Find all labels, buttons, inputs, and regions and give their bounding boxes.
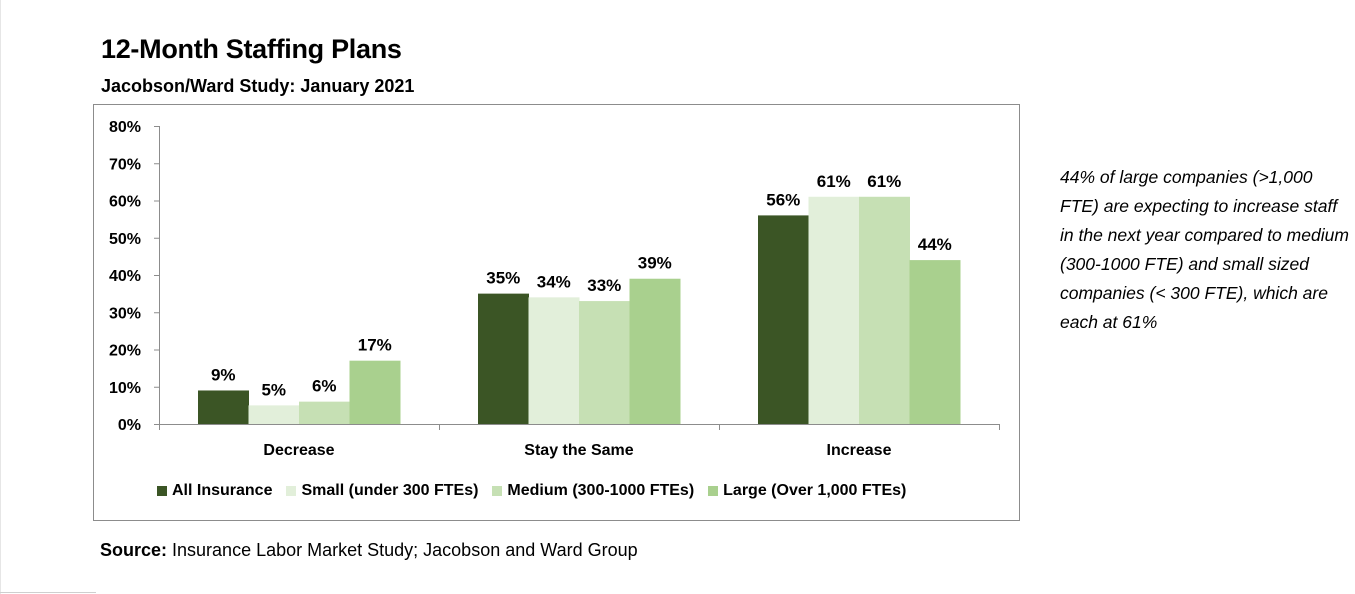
- source-label: Source:: [100, 540, 168, 560]
- bar: [859, 196, 910, 424]
- data-label: 5%: [261, 380, 286, 399]
- data-label: 35%: [486, 269, 520, 288]
- y-tick-label: 80%: [109, 119, 141, 136]
- bar: [808, 196, 860, 424]
- data-label: 39%: [638, 254, 672, 273]
- data-label: 34%: [537, 272, 571, 291]
- y-tick-label: 10%: [109, 380, 141, 397]
- page-edge-bottom: [0, 592, 96, 593]
- legend-item: Large (Over 1,000 FTEs): [708, 482, 906, 500]
- legend-item: All Insurance: [157, 482, 272, 500]
- legend-swatch: [492, 486, 503, 496]
- y-tick-label: 50%: [109, 231, 141, 248]
- bar: [349, 360, 401, 424]
- y-tick-label: 40%: [109, 268, 141, 285]
- y-tick-label: 0%: [118, 417, 141, 434]
- data-labels: 9% 5% 6% 17% 35% 34% 33% 39% 56% 61% 61% 44%: [211, 172, 952, 400]
- bar: [478, 293, 529, 424]
- chart-subtitle: Jacobson/Ward Study: January 2021: [101, 76, 415, 96]
- data-label: 61%: [867, 172, 901, 191]
- legend-label: Small (under 300 FTEs): [301, 482, 479, 499]
- legend-swatch: [708, 486, 719, 496]
- legend-label: Medium (300-1000 FTEs): [507, 482, 695, 499]
- y-tick-label: 30%: [109, 305, 141, 322]
- legend-label: Large (Over 1,000 FTEs): [723, 482, 907, 499]
- bar: [579, 301, 630, 424]
- chart-frame: [93, 104, 1020, 521]
- data-label: 44%: [918, 235, 952, 254]
- legend-label: All Insurance: [172, 482, 273, 499]
- y-tick-label: 60%: [109, 194, 141, 211]
- bar: [198, 390, 249, 424]
- y-axis: 0% 10% 20% 30% 40% 50% 60% 70% 80%: [109, 119, 160, 434]
- legend: All Insurance Small (under 300 FTEs) Mediu…: [157, 482, 906, 500]
- x-axis: Decrease Stay the Same Increase: [159, 424, 1000, 459]
- source-text: Insurance Labor Market Study; Jacobson a…: [167, 540, 638, 560]
- data-label: 33%: [587, 276, 621, 295]
- y-tick-label: 70%: [109, 156, 141, 173]
- data-label: 56%: [766, 190, 800, 209]
- legend-swatch: [286, 486, 297, 496]
- data-label: 61%: [817, 172, 851, 191]
- x-category-label: Stay the Same: [524, 442, 633, 459]
- bar: [528, 297, 580, 424]
- data-label: 6%: [312, 377, 337, 396]
- bar: [758, 215, 809, 424]
- bar: [248, 405, 300, 424]
- legend-item: Medium (300-1000 FTEs): [492, 482, 694, 500]
- y-tick-label: 20%: [109, 343, 141, 360]
- chart-title: 12-Month Staffing Plans: [101, 34, 402, 64]
- bar: [909, 260, 961, 424]
- bar: [629, 278, 681, 424]
- legend-swatch: [157, 486, 167, 496]
- data-label: 9%: [211, 365, 236, 384]
- x-category-label: Decrease: [263, 442, 334, 459]
- bar: [299, 401, 350, 424]
- data-label: 17%: [358, 336, 392, 355]
- page-edge-left: [0, 0, 1, 594]
- source-note: Source: Insurance Labor Market Study; Ja…: [100, 540, 638, 561]
- legend-item: Small (under 300 FTEs): [286, 482, 478, 500]
- x-category-label: Increase: [827, 442, 892, 459]
- annotation-text: 44% of large companies (>1,000 FTE) are …: [1060, 167, 1349, 332]
- bars: [198, 196, 961, 424]
